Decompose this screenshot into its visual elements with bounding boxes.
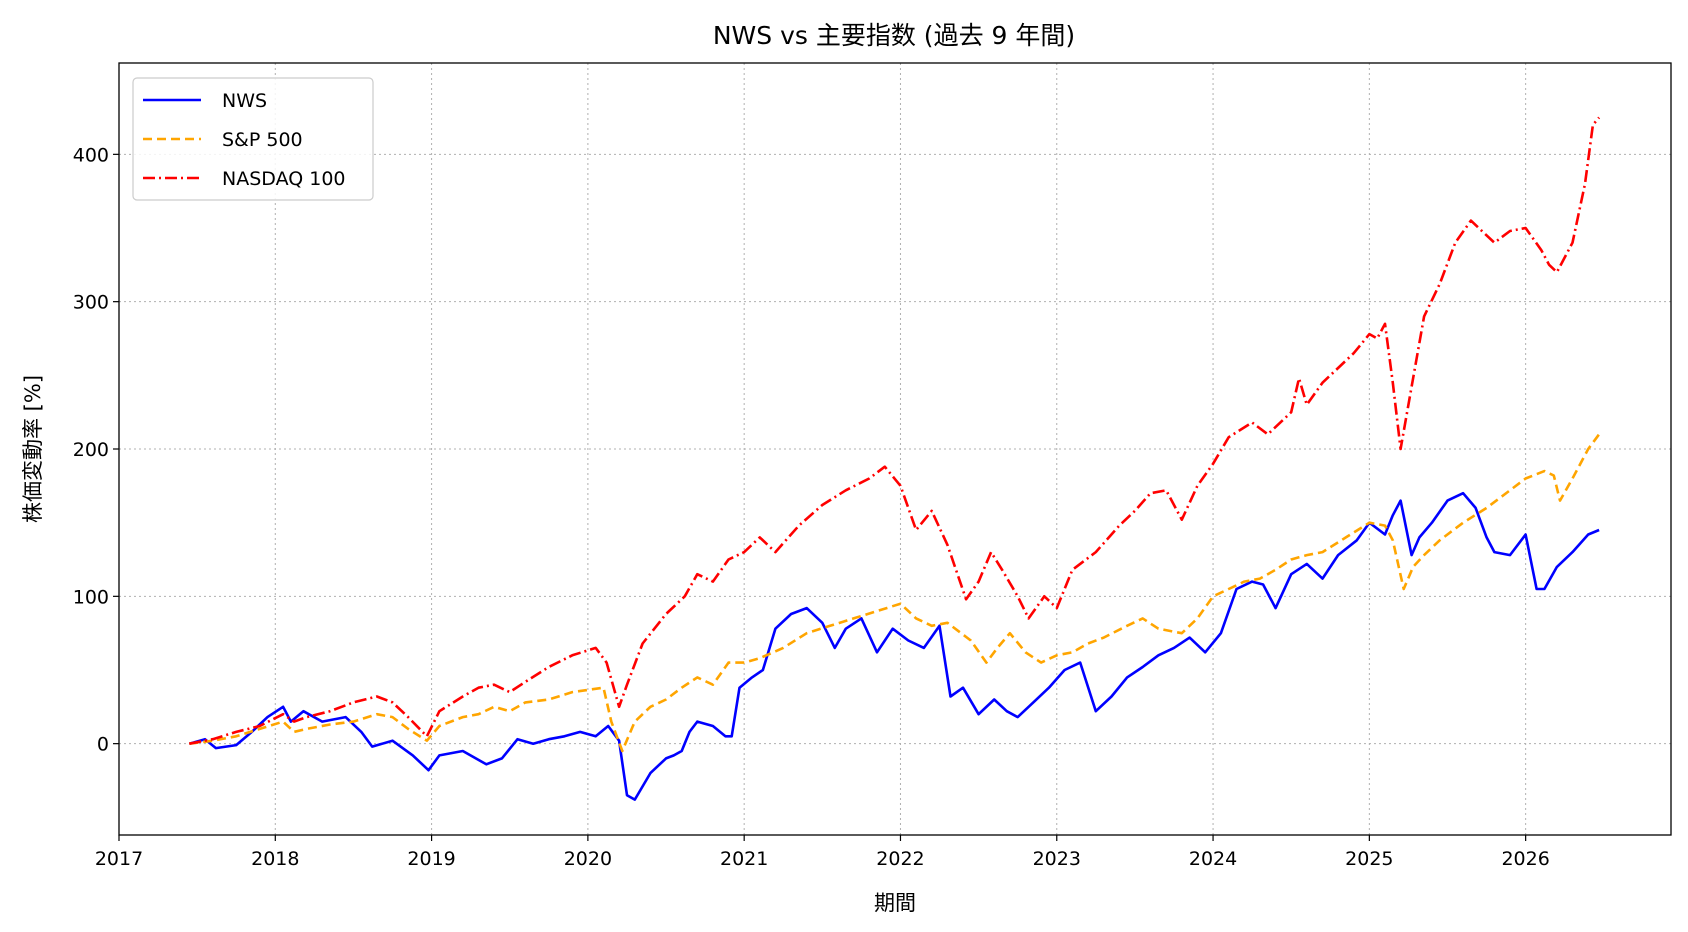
- y-tick-label: 400: [73, 144, 109, 166]
- series-line-0: [188, 491, 1600, 801]
- legend-box: [132, 77, 374, 201]
- legend-label-0: NWS: [222, 90, 267, 112]
- y-tick-label: 100: [73, 586, 109, 608]
- x-tick-label: 2018: [251, 848, 299, 870]
- x-axis-label: 期間: [874, 891, 916, 915]
- y-tick-label: 300: [73, 292, 109, 314]
- x-tick-label: 2026: [1501, 848, 1549, 870]
- legend: NWS S&P 500 NASDAQ 100: [132, 77, 374, 201]
- series-lines: [188, 116, 1601, 801]
- x-tick-label: 2019: [407, 848, 455, 870]
- chart-title: NWS vs 主要指数 (過去 9 年間): [713, 21, 1075, 50]
- legend-label-1: S&P 500: [222, 129, 303, 151]
- series-line-2: [189, 116, 1601, 745]
- y-axis-label: 株価変動率 [%]: [21, 375, 45, 523]
- grid-lines: [118, 63, 1671, 835]
- legend-label-2: NASDAQ 100: [222, 168, 346, 190]
- x-tick-label: 2022: [876, 848, 924, 870]
- x-tick-label: 2023: [1033, 848, 1081, 870]
- x-tick-label: 2024: [1189, 848, 1237, 870]
- y-tick-label: 200: [73, 439, 109, 461]
- y-tick-label: 0: [97, 734, 109, 756]
- axes: 2017 2018 2019 2020 2021 2022 2023 2024 2025 2026…: [73, 144, 1550, 870]
- x-tick-label: 2021: [720, 848, 768, 870]
- x-tick-label: 2017: [95, 848, 143, 870]
- series-line-1: [189, 433, 1601, 753]
- x-tick-label: 2020: [564, 848, 612, 870]
- x-tick-label: 2025: [1345, 848, 1393, 870]
